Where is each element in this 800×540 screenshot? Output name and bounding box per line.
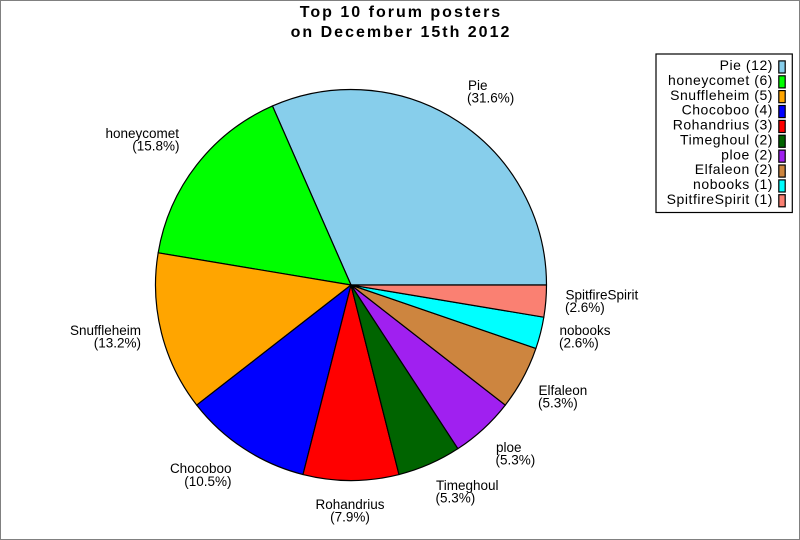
svg-text:Top 10 forum posters: Top 10 forum posters (300, 4, 502, 21)
svg-text:Snuffleheim: Snuffleheim (70, 323, 141, 338)
svg-text:ploe (2): ploe (2) (721, 146, 773, 162)
svg-text:Elfaleon: Elfaleon (539, 383, 588, 398)
svg-text:Pie: Pie (468, 78, 488, 93)
svg-text:(15.8%): (15.8%) (132, 139, 179, 154)
svg-text:(2.6%): (2.6%) (559, 336, 599, 351)
svg-text:Chocoboo (4): Chocoboo (4) (682, 102, 773, 118)
svg-text:Timeghoul: Timeghoul (436, 478, 499, 493)
svg-text:(5.3%): (5.3%) (538, 396, 578, 411)
svg-text:(10.5%): (10.5%) (184, 474, 231, 489)
svg-text:(2.6%): (2.6%) (565, 300, 605, 315)
svg-text:SpitfireSpirit (1): SpitfireSpirit (1) (667, 191, 773, 207)
svg-text:SpitfireSpirit: SpitfireSpirit (566, 288, 639, 303)
svg-text:on December 15th 2012: on December 15th 2012 (291, 24, 512, 41)
svg-text:Timeghoul (2): Timeghoul (2) (680, 131, 773, 147)
svg-text:ploe: ploe (496, 440, 522, 455)
svg-text:nobooks: nobooks (560, 323, 611, 338)
svg-text:(5.3%): (5.3%) (436, 491, 476, 506)
svg-text:honeycomet (6): honeycomet (6) (668, 72, 773, 88)
svg-text:(13.2%): (13.2%) (94, 336, 141, 351)
svg-text:Pie (12): Pie (12) (720, 57, 773, 73)
svg-text:Rohandrius: Rohandrius (315, 497, 384, 512)
svg-text:Chocoboo: Chocoboo (170, 461, 232, 476)
svg-text:Elfaleon (2): Elfaleon (2) (695, 161, 773, 177)
svg-text:nobooks (1): nobooks (1) (693, 176, 773, 192)
svg-text:(5.3%): (5.3%) (496, 453, 536, 468)
svg-text:honeycomet: honeycomet (105, 126, 179, 141)
svg-text:(31.6%): (31.6%) (467, 91, 514, 106)
svg-text:Snuffleheim (5): Snuffleheim (5) (670, 87, 773, 103)
svg-text:Rohandrius (3): Rohandrius (3) (673, 117, 773, 133)
svg-text:(7.9%): (7.9%) (330, 510, 370, 525)
